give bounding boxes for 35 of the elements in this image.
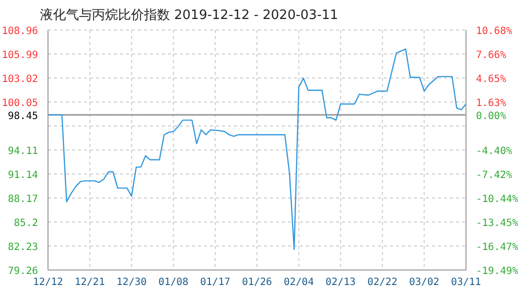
y2-tick-label: 0.00%: [476, 110, 506, 122]
x-tick-label: 02/13: [326, 277, 356, 288]
x-tick-label: 12/21: [74, 277, 105, 288]
x-tick-label: 02/04: [284, 277, 314, 288]
x-tick-label: 02/22: [367, 277, 398, 288]
y-tick-label: 82.23: [8, 242, 38, 253]
x-tick-label: 01/26: [242, 277, 272, 288]
x-tick-label: 03/11: [450, 277, 482, 288]
y-tick-label: 108.96: [2, 26, 38, 37]
y2-tick-label: 7.66%: [476, 50, 506, 62]
x-tick-label: 03/02: [409, 277, 440, 288]
y2-tick-label: -16.47%: [476, 242, 518, 253]
y-tick-label: 100.05: [2, 98, 38, 109]
x-tick-label: 01/17: [200, 277, 230, 288]
y-tick-label: 98.45: [8, 110, 38, 122]
y-tick-label: 105.99: [2, 50, 38, 61]
y-tick-label: 88.17: [8, 194, 38, 205]
y2-tick-label: -13.45%: [476, 218, 518, 229]
y2-tick-label: 4.65%: [476, 74, 506, 85]
y2-tick-label: -19.49%: [476, 266, 518, 277]
y2-tick-label: -4.40%: [476, 146, 512, 157]
y-tick-label: 94.11: [8, 146, 38, 157]
y2-tick-label: 1.63%: [476, 98, 506, 109]
y2-tick-label: -7.42%: [476, 170, 512, 181]
x-tick-label: 12/12: [32, 277, 64, 288]
y-tick-label: 91.14: [8, 170, 38, 181]
x-tick-label: 12/30: [116, 277, 147, 288]
x-tick-label: 01/08: [158, 277, 188, 288]
y2-tick-label: -10.44%: [476, 194, 518, 206]
y2-tick-label: 10.68%: [476, 26, 512, 37]
y-tick-label: 85.2: [14, 218, 38, 229]
chart-title: 液化气与丙烷比价指数 2019-12-12 - 2020-03-11: [40, 7, 338, 24]
y-tick-label: 79.26: [8, 266, 38, 277]
y-tick-label: 103.02: [2, 74, 38, 85]
line-series: [48, 48, 466, 250]
